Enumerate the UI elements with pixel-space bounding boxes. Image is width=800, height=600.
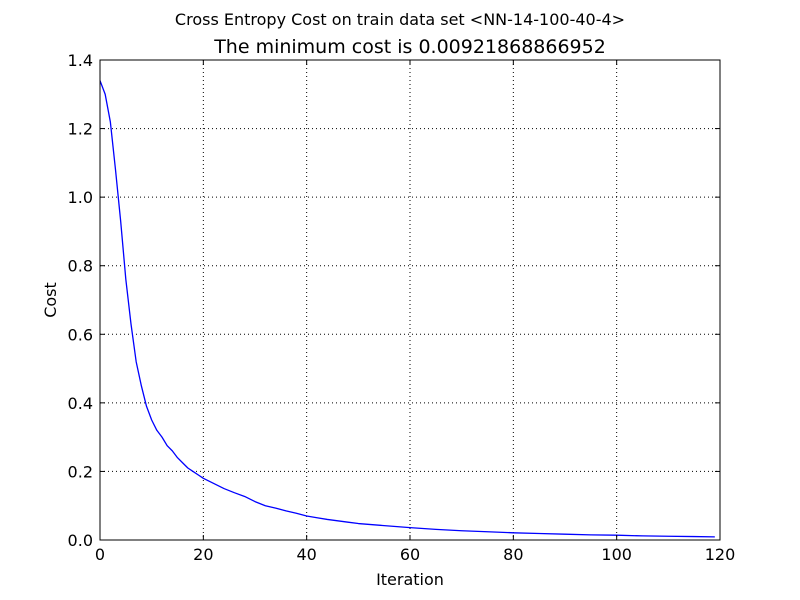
y-tick-label: 1.2 (68, 120, 93, 139)
x-tick-labels: 0 20 40 60 80 100 120 (95, 545, 735, 564)
y-tick-label: 1.4 (68, 51, 93, 70)
y-tick-label: 0.6 (68, 325, 93, 344)
series-layer (99, 80, 715, 538)
y-tick-label: 1.0 (68, 188, 93, 207)
cost-series-line (99, 80, 715, 538)
x-tick-label: 100 (601, 545, 632, 564)
x-tick-label: 20 (193, 545, 213, 564)
x-tick-label: 60 (400, 545, 420, 564)
chart-title: The minimum cost is 0.00921868866952 (213, 36, 606, 58)
tick-marks (99, 59, 721, 541)
x-tick-label: 80 (503, 545, 523, 564)
x-tick-label: 0 (95, 545, 105, 564)
y-tick-labels: 0.0 0.2 0.4 0.6 0.8 1.0 1.2 1.4 (68, 51, 93, 550)
y-tick-label: 0.2 (68, 462, 93, 481)
y-tick-label: 0.0 (68, 531, 93, 550)
y-tick-label: 0.8 (68, 257, 93, 276)
x-tick-label: 40 (296, 545, 316, 564)
y-tick-label: 0.4 (68, 394, 93, 413)
chart-suptitle: Cross Entropy Cost on train data set <NN… (175, 10, 625, 29)
x-tick-label: 120 (705, 545, 736, 564)
y-axis-label: Cost (41, 282, 60, 318)
grid-lines (100, 60, 720, 540)
x-axis-label: Iteration (376, 570, 444, 589)
